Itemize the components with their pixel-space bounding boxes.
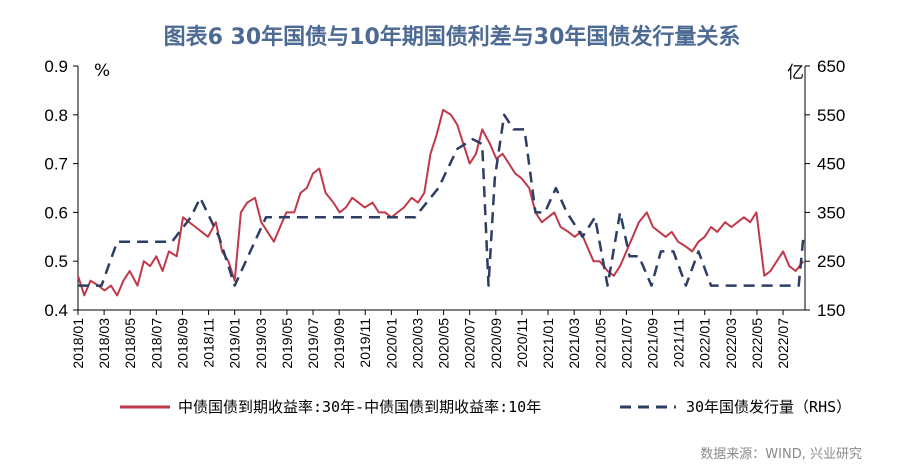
x-tick-label: 2021/01 (540, 318, 556, 369)
x-tick-label: 2019/05 (279, 318, 295, 369)
right-tick-label: 650 (817, 57, 845, 76)
x-tick-label: 2020/07 (462, 318, 478, 369)
right-axis-ticks: 150 250 350 450 550 650 (805, 57, 845, 320)
x-tick-label: 2021/11 (671, 318, 687, 368)
legend-label-spread: 中债国债到期收益率:30年-中债国债到期收益率:10年 (178, 398, 541, 416)
x-tick-label: 2020/09 (488, 318, 504, 369)
left-tick-label: 0.9 (44, 57, 68, 76)
chart-title: 图表6 30年国债与10年期国债利差与30年国债发行量关系 (164, 24, 741, 50)
left-tick-label: 0.6 (44, 203, 68, 222)
left-axis-ticks: 0.4 0.5 0.6 0.7 0.8 0.9 (44, 57, 78, 320)
x-tick-label: 2019/07 (305, 318, 321, 369)
x-tick-label: 2022/01 (697, 318, 713, 369)
right-tick-label: 250 (817, 252, 845, 271)
legend-label-issuance: 30年国债发行量（RHS） (686, 398, 851, 416)
x-tick-label: 2019/01 (227, 318, 243, 369)
left-tick-label: 0.8 (44, 106, 68, 125)
x-tick-label: 2018/03 (96, 318, 112, 369)
x-axis-ticks: 2018/01 2018/03 2018/05 2018/07 2018/09 2018/… (70, 310, 791, 369)
x-tick-label: 2019/11 (357, 318, 373, 368)
right-tick-label: 550 (817, 106, 845, 125)
x-tick-label: 2018/11 (201, 318, 217, 368)
x-tick-label: 2020/11 (514, 318, 530, 368)
x-tick-label: 2021/07 (618, 318, 634, 369)
series-layer (77, 108, 805, 297)
right-axis-unit: 亿 (787, 63, 804, 83)
x-tick-label: 2021/09 (644, 318, 660, 369)
x-tick-label: 2020/05 (436, 318, 452, 369)
right-tick-label: 350 (817, 203, 845, 222)
left-tick-label: 0.7 (44, 155, 68, 174)
left-tick-label: 0.5 (44, 252, 68, 271)
x-tick-label: 2022/03 (723, 318, 739, 369)
x-tick-label: 2021/03 (566, 318, 582, 369)
left-tick-label: 0.4 (44, 301, 68, 320)
x-tick-label: 2018/07 (148, 318, 164, 369)
x-tick-label: 2018/05 (122, 318, 138, 369)
source-note: 数据来源：WIND, 兴业研究 (700, 447, 862, 462)
x-tick-label: 2022/07 (775, 318, 791, 369)
x-tick-label: 2020/03 (409, 318, 425, 369)
series-line-spread (77, 108, 805, 297)
right-tick-label: 450 (817, 155, 845, 174)
x-tick-label: 2021/05 (592, 318, 608, 369)
x-tick-label: 2018/09 (174, 318, 190, 369)
left-axis-unit: % (94, 61, 110, 81)
right-tick-label: 150 (817, 301, 845, 320)
x-tick-label: 2019/03 (253, 318, 269, 369)
x-tick-label: 2018/01 (70, 318, 86, 369)
series-line-issuance (78, 113, 805, 287)
x-tick-label: 2020/01 (383, 318, 399, 369)
x-tick-label: 2019/09 (331, 318, 347, 369)
x-tick-label: 2022/05 (749, 318, 765, 369)
